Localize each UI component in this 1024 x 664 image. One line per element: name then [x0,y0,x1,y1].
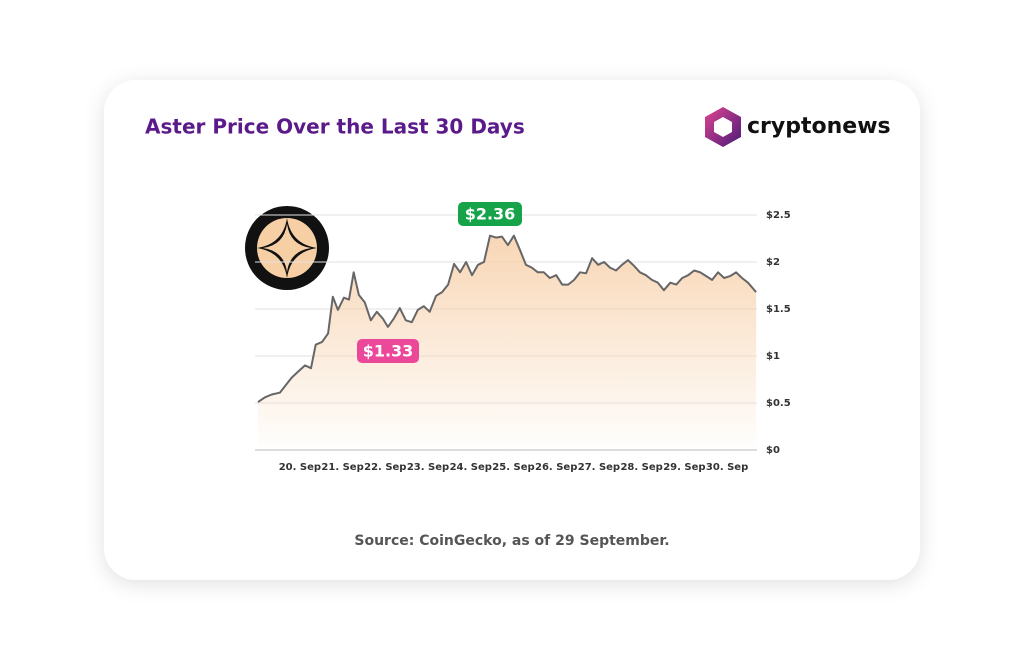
coin-star-inner [263,224,311,272]
x-tick-label: 21. Sep [321,462,363,473]
y-tick-label: $1.5 [766,304,791,315]
price-line [257,234,757,403]
source-note: Source: CoinGecko, as of 29 September. [354,533,669,549]
price-badge-label: $1.33 [363,342,414,361]
y-tick-label: $1 [766,351,780,362]
x-tick-label: 30. Sep [706,462,748,473]
area-fill [258,235,757,450]
x-tick-label: 28. Sep [620,462,662,473]
coin-icon [245,206,329,290]
price-badge-label: $2.36 [465,205,516,224]
x-tick-label: 22. Sep [364,462,406,473]
y-tick-label: $2 [766,257,780,268]
price-badge [458,202,522,226]
x-tick-label: 20. Sep [279,462,321,473]
y-tick-label: $2.5 [766,210,791,221]
x-tick-label: 29. Sep [663,462,705,473]
chart-title: Aster Price Over the Last 30 Days [145,115,525,139]
brand-logo: cryptonews [705,107,891,147]
x-tick-label: 26. Sep [535,462,577,473]
x-tick-label: 24. Sep [450,462,492,473]
y-tick-label: $0.5 [766,398,791,409]
x-tick-label: 25. Sep [492,462,534,473]
brand-name: cryptonews [747,114,891,139]
y-tick-label: $0 [766,445,780,456]
price-badge [357,339,419,363]
x-tick-label: 27. Sep [578,462,620,473]
plot: $0$0.5$1$1.5$2$2.520. Sep 21. Sep 22. Sep 2… [255,202,791,473]
x-tick-label: 23. Sep [407,462,449,473]
logo-icon-inner [714,117,732,137]
